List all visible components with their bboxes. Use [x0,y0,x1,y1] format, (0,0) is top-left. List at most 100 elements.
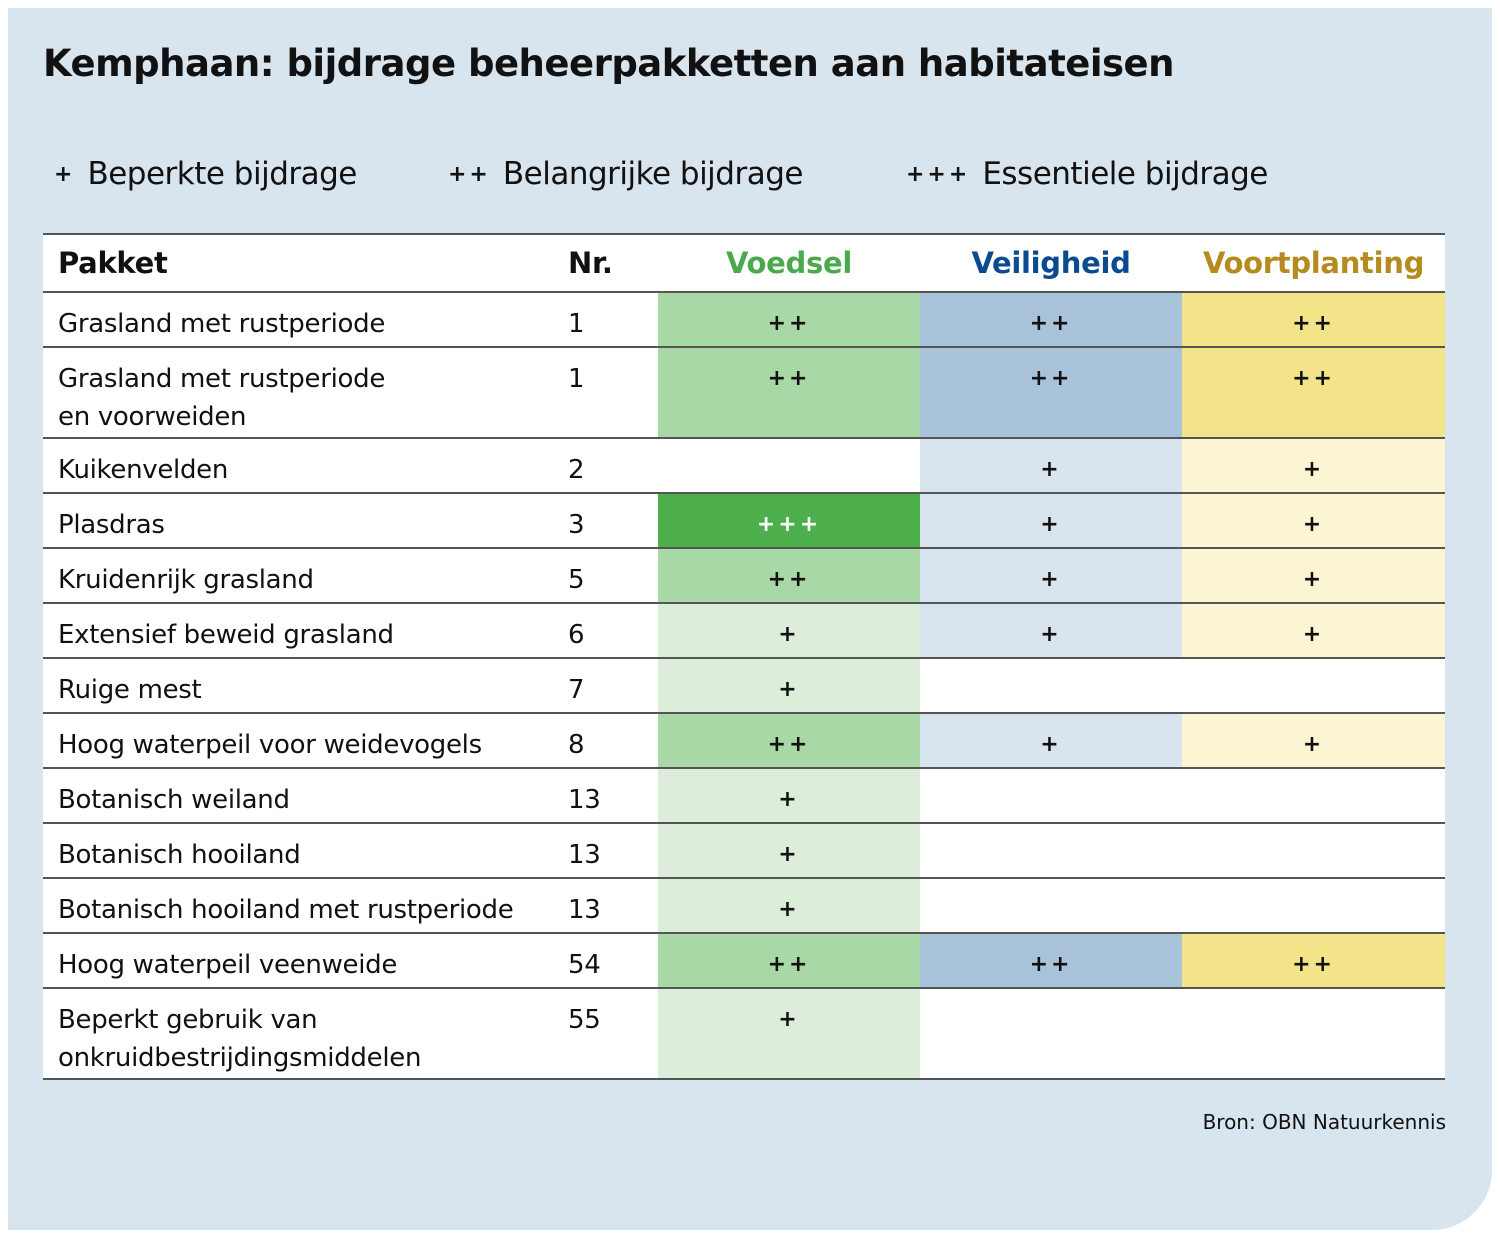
cell-nr: 7 [568,675,585,705]
cell-pakket: Kuikenvelden [43,438,568,493]
cell-veiligheid: ++ [920,347,1182,438]
cell-nr: 2 [568,455,585,485]
pakket-line: Botanisch hooiland [58,840,301,870]
table-row: Botanisch hooiland 13 + [43,823,1445,878]
cell-veiligheid: ++ [920,933,1182,988]
cell-voedsel: ++ [658,713,920,768]
cell-nr: 13 [568,840,601,870]
table-row: Ruige mest 7 + [43,658,1445,713]
legend-symbol: ++ [448,162,491,187]
cell-nr: 6 [568,620,585,650]
cell-pakket: Extensief beweid grasland [43,603,568,658]
table-row: Grasland met rustperiode 1 ++ ++ ++ [43,292,1445,347]
table-row: Grasland met rustperiode en voorweiden 1 ++… [43,347,1445,438]
cell-voedsel: ++ [658,292,920,347]
cell-voortplanting [1182,823,1445,878]
column-header-voedsel: Voedsel [726,246,852,280]
cell-pakket: Ruige mest [43,658,568,713]
cell-veiligheid [920,658,1182,713]
column-header-pakket: Pakket [58,246,168,280]
cell-voedsel: +++ [658,493,920,548]
cell-voedsel: ++ [658,347,920,438]
pakket-line: Hoog waterpeil veenweide [58,950,398,980]
cell-voortplanting: + [1182,713,1445,768]
cell-pakket: Beperkt gebruik van onkruidbestrijdingsmi… [43,988,568,1079]
pakket-line: Grasland met rustperiode [58,309,386,339]
table-row: Botanisch hooiland met rustperiode 13 + [43,878,1445,933]
cell-veiligheid: + [920,493,1182,548]
cell-pakket: Kruidenrijk grasland [43,548,568,603]
cell-pakket: Grasland met rustperiode [43,292,568,347]
cell-pakket: Hoog waterpeil veenweide [43,933,568,988]
cell-voortplanting [1182,768,1445,823]
cell-voortplanting: + [1182,603,1445,658]
cell-voedsel: ++ [658,548,920,603]
cell-pakket: Hoog waterpeil voor weidevogels [43,713,568,768]
cell-nr: 8 [568,730,585,760]
cell-nr: 5 [568,565,585,595]
legend-item-belangrijk: ++ Belangrijke bijdrage [448,156,803,192]
table-row: Kuikenvelden 2 + + [43,438,1445,493]
cell-nr: 13 [568,895,601,925]
pakket-line: en voorweiden [58,402,247,432]
cell-pakket: Grasland met rustperiode en voorweiden [43,347,568,438]
cell-voortplanting: + [1182,438,1445,493]
cell-nr: 3 [568,510,585,540]
cell-voedsel: + [658,878,920,933]
cell-voedsel [658,438,920,493]
legend-label: Belangrijke bijdrage [502,156,804,192]
cell-veiligheid: + [920,548,1182,603]
cell-nr: 54 [568,950,601,980]
cell-veiligheid [920,878,1182,933]
cell-pakket: Plasdras [43,493,568,548]
legend-item-essentieel: +++ Essentiele bijdrage [906,156,1268,192]
table-row: Plasdras 3 +++ + + [43,493,1445,548]
pakket-line: Plasdras [58,510,165,540]
cell-nr: 55 [568,1005,601,1035]
pakket-line: Botanisch hooiland met rustperiode [58,895,514,925]
cell-veiligheid [920,823,1182,878]
page-title: Kemphaan: bijdrage beheerpakketten aan h… [43,42,1175,85]
cell-voortplanting [1182,988,1445,1079]
table-row: Extensief beweid grasland 6 + + + [43,603,1445,658]
cell-voortplanting: ++ [1182,933,1445,988]
pakket-line: Kruidenrijk grasland [58,565,314,595]
cell-voedsel: + [658,658,920,713]
table-row: Hoog waterpeil veenweide 54 ++ ++ ++ [43,933,1445,988]
cell-pakket: Botanisch weiland [43,768,568,823]
legend-label: Beperkte bijdrage [87,156,357,192]
table-row: Hoog waterpeil voor weidevogels 8 ++ + + [43,713,1445,768]
legend-item-beperkt: + Beperkte bijdrage [54,156,357,192]
pakket-line: Hoog waterpeil voor weidevogels [58,730,482,760]
cell-veiligheid [920,768,1182,823]
column-header-voortplanting: Voortplanting [1202,246,1425,280]
pakket-line: Botanisch weiland [58,785,290,815]
column-header-nr: Nr. [568,246,613,280]
pakket-line: Kuikenvelden [58,455,229,485]
cell-voortplanting: + [1182,493,1445,548]
cell-veiligheid: + [920,603,1182,658]
legend-label: Essentiele bijdrage [982,156,1268,192]
cell-pakket: Botanisch hooiland met rustperiode [43,878,568,933]
table-header-row: Pakket Nr. Voedsel Veiligheid Voortplant… [43,234,1445,292]
cell-veiligheid: + [920,438,1182,493]
cell-voortplanting: ++ [1182,292,1445,347]
cell-pakket: Botanisch hooiland [43,823,568,878]
column-header-veiligheid: Veiligheid [971,246,1131,280]
table-row: Kruidenrijk grasland 5 ++ + + [43,548,1445,603]
cell-veiligheid: ++ [920,292,1182,347]
source-note: Bron: OBN Natuurkennis [1202,1110,1446,1134]
table-row: Beperkt gebruik van onkruidbestrijdingsmi… [43,988,1445,1079]
legend-symbol: +++ [906,162,971,187]
cell-voedsel: + [658,988,920,1079]
legend-symbol: + [54,162,76,187]
cell-nr: 13 [568,785,601,815]
cell-voedsel: + [658,823,920,878]
habitat-table: Pakket Nr. Voedsel Veiligheid Voortplant… [43,233,1445,1080]
pakket-line: Ruige mest [58,675,202,705]
cell-voedsel: + [658,768,920,823]
table-row: Botanisch weiland 13 + [43,768,1445,823]
pakket-line: Extensief beweid grasland [58,620,394,650]
table-body: Grasland met rustperiode 1 ++ ++ ++ Grasland … [43,292,1445,1079]
cell-voortplanting [1182,878,1445,933]
